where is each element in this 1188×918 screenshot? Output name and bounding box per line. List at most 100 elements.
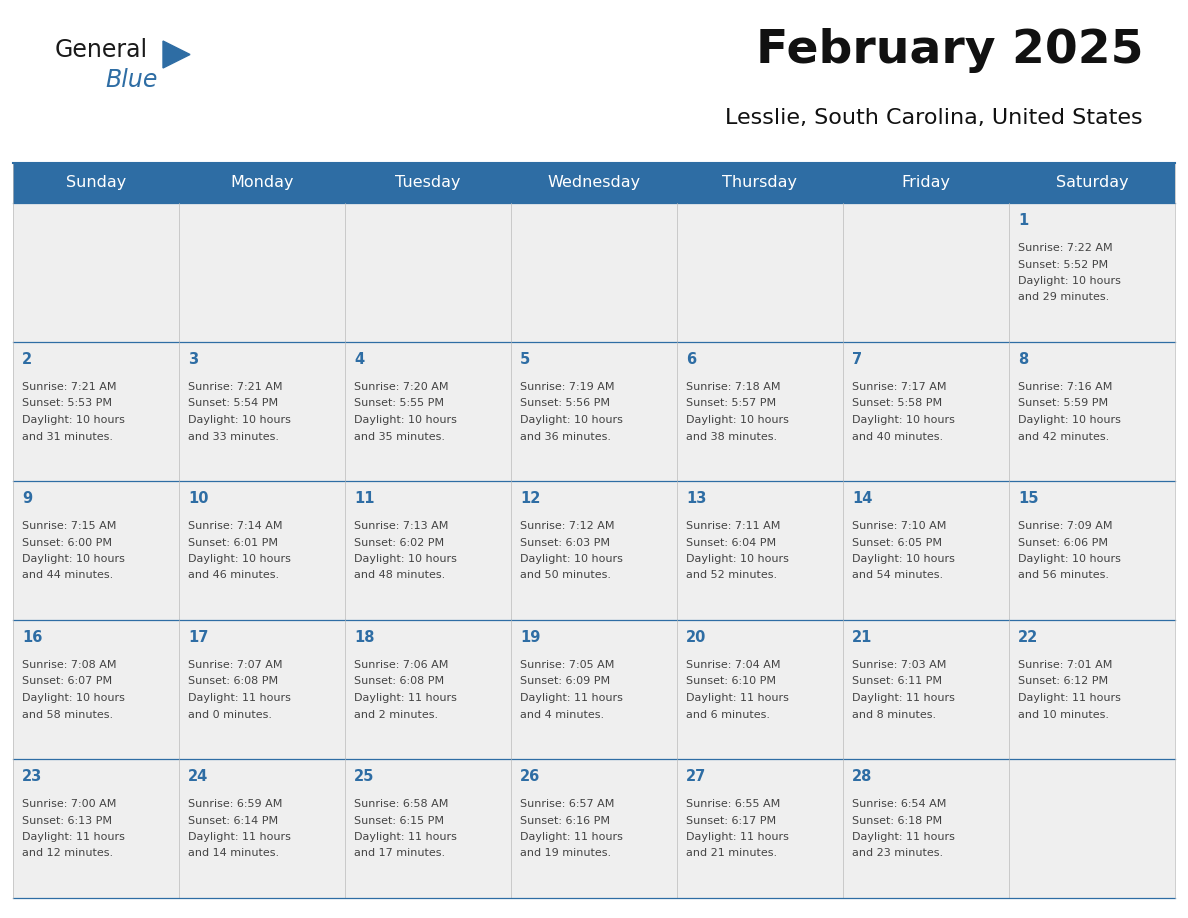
Text: Sunset: 5:52 PM: Sunset: 5:52 PM: [1018, 260, 1108, 270]
Text: 6: 6: [685, 352, 696, 367]
Text: Daylight: 11 hours: Daylight: 11 hours: [354, 832, 457, 842]
Text: 9: 9: [23, 491, 32, 506]
Text: 25: 25: [354, 769, 374, 784]
Text: 22: 22: [1018, 630, 1038, 645]
Text: Sunset: 5:55 PM: Sunset: 5:55 PM: [354, 398, 444, 409]
Bar: [677, 620, 843, 759]
Text: Wednesday: Wednesday: [548, 175, 640, 191]
Bar: [1009, 759, 1175, 898]
Text: 12: 12: [520, 491, 541, 506]
Text: Sunset: 6:00 PM: Sunset: 6:00 PM: [23, 538, 112, 547]
Text: 10: 10: [188, 491, 209, 506]
Text: Tuesday: Tuesday: [396, 175, 461, 191]
Bar: [1009, 620, 1175, 759]
Bar: [511, 203, 677, 342]
Text: and 12 minutes.: and 12 minutes.: [23, 848, 113, 858]
Text: February 2025: February 2025: [756, 28, 1143, 73]
Text: Sunset: 5:59 PM: Sunset: 5:59 PM: [1018, 398, 1108, 409]
Text: Sunset: 5:56 PM: Sunset: 5:56 PM: [520, 398, 609, 409]
Text: 23: 23: [23, 769, 43, 784]
Text: Lesslie, South Carolina, United States: Lesslie, South Carolina, United States: [726, 108, 1143, 128]
Bar: [677, 203, 843, 342]
Text: and 56 minutes.: and 56 minutes.: [1018, 570, 1110, 580]
Text: Sunrise: 6:59 AM: Sunrise: 6:59 AM: [188, 799, 283, 809]
Text: and 54 minutes.: and 54 minutes.: [852, 570, 943, 580]
Bar: [1009, 342, 1175, 481]
Text: Sunrise: 7:12 AM: Sunrise: 7:12 AM: [520, 521, 614, 531]
Text: 13: 13: [685, 491, 707, 506]
Text: Daylight: 11 hours: Daylight: 11 hours: [354, 693, 457, 703]
Bar: [511, 342, 677, 481]
Text: Daylight: 10 hours: Daylight: 10 hours: [852, 554, 955, 564]
Text: 21: 21: [852, 630, 872, 645]
Text: Daylight: 10 hours: Daylight: 10 hours: [1018, 554, 1120, 564]
Text: Sunrise: 7:15 AM: Sunrise: 7:15 AM: [23, 521, 116, 531]
Text: Daylight: 11 hours: Daylight: 11 hours: [685, 693, 789, 703]
Text: 28: 28: [852, 769, 872, 784]
Text: Sunset: 6:18 PM: Sunset: 6:18 PM: [852, 815, 942, 825]
Text: Sunset: 6:16 PM: Sunset: 6:16 PM: [520, 815, 609, 825]
Text: Sunset: 6:10 PM: Sunset: 6:10 PM: [685, 677, 776, 687]
Text: Sunrise: 7:05 AM: Sunrise: 7:05 AM: [520, 660, 614, 670]
Bar: [345, 481, 511, 620]
Text: 18: 18: [354, 630, 374, 645]
Text: 4: 4: [354, 352, 365, 367]
Text: Daylight: 10 hours: Daylight: 10 hours: [188, 554, 291, 564]
Text: Sunrise: 7:20 AM: Sunrise: 7:20 AM: [354, 382, 449, 392]
Text: 2: 2: [23, 352, 32, 367]
Bar: [345, 203, 511, 342]
Text: 7: 7: [852, 352, 862, 367]
Bar: [1009, 481, 1175, 620]
Text: Sunrise: 6:55 AM: Sunrise: 6:55 AM: [685, 799, 781, 809]
Text: Sunrise: 6:58 AM: Sunrise: 6:58 AM: [354, 799, 448, 809]
Bar: [843, 620, 1009, 759]
Text: Daylight: 10 hours: Daylight: 10 hours: [23, 554, 125, 564]
Text: Daylight: 11 hours: Daylight: 11 hours: [520, 832, 623, 842]
Text: Sunrise: 7:14 AM: Sunrise: 7:14 AM: [188, 521, 283, 531]
Text: 3: 3: [188, 352, 198, 367]
Text: and 21 minutes.: and 21 minutes.: [685, 848, 777, 858]
Bar: [843, 203, 1009, 342]
Text: 20: 20: [685, 630, 707, 645]
Text: Sunset: 6:15 PM: Sunset: 6:15 PM: [354, 815, 444, 825]
Text: and 33 minutes.: and 33 minutes.: [188, 431, 279, 442]
Text: Sunset: 6:06 PM: Sunset: 6:06 PM: [1018, 538, 1108, 547]
Bar: [843, 759, 1009, 898]
Text: Sunset: 6:08 PM: Sunset: 6:08 PM: [354, 677, 444, 687]
Text: Sunrise: 7:13 AM: Sunrise: 7:13 AM: [354, 521, 448, 531]
Text: Sunset: 6:07 PM: Sunset: 6:07 PM: [23, 677, 112, 687]
Text: Daylight: 11 hours: Daylight: 11 hours: [685, 832, 789, 842]
Text: Sunset: 6:03 PM: Sunset: 6:03 PM: [520, 538, 609, 547]
Text: and 46 minutes.: and 46 minutes.: [188, 570, 279, 580]
Bar: [13, 163, 1175, 203]
Text: and 17 minutes.: and 17 minutes.: [354, 848, 446, 858]
Text: Sunrise: 7:04 AM: Sunrise: 7:04 AM: [685, 660, 781, 670]
Text: Sunset: 6:05 PM: Sunset: 6:05 PM: [852, 538, 942, 547]
Text: Daylight: 10 hours: Daylight: 10 hours: [520, 415, 623, 425]
Bar: [843, 342, 1009, 481]
Bar: [179, 759, 345, 898]
Text: Sunset: 6:12 PM: Sunset: 6:12 PM: [1018, 677, 1108, 687]
Text: Sunrise: 7:18 AM: Sunrise: 7:18 AM: [685, 382, 781, 392]
Text: Daylight: 11 hours: Daylight: 11 hours: [1018, 693, 1120, 703]
Text: Sunrise: 7:21 AM: Sunrise: 7:21 AM: [23, 382, 116, 392]
Text: General: General: [55, 38, 148, 62]
Text: and 31 minutes.: and 31 minutes.: [23, 431, 113, 442]
Text: Daylight: 10 hours: Daylight: 10 hours: [354, 554, 457, 564]
Text: Sunrise: 7:19 AM: Sunrise: 7:19 AM: [520, 382, 614, 392]
Text: Sunday: Sunday: [65, 175, 126, 191]
Text: Sunrise: 7:11 AM: Sunrise: 7:11 AM: [685, 521, 781, 531]
Text: Sunset: 6:13 PM: Sunset: 6:13 PM: [23, 815, 112, 825]
Bar: [511, 759, 677, 898]
Bar: [179, 620, 345, 759]
Text: Sunrise: 7:17 AM: Sunrise: 7:17 AM: [852, 382, 947, 392]
Text: Daylight: 11 hours: Daylight: 11 hours: [188, 832, 291, 842]
Text: Sunrise: 7:09 AM: Sunrise: 7:09 AM: [1018, 521, 1112, 531]
Text: and 35 minutes.: and 35 minutes.: [354, 431, 446, 442]
Text: Sunset: 6:14 PM: Sunset: 6:14 PM: [188, 815, 278, 825]
Text: Saturday: Saturday: [1056, 175, 1129, 191]
Text: Daylight: 10 hours: Daylight: 10 hours: [23, 693, 125, 703]
Text: Sunset: 6:17 PM: Sunset: 6:17 PM: [685, 815, 776, 825]
Bar: [345, 759, 511, 898]
Text: Daylight: 11 hours: Daylight: 11 hours: [520, 693, 623, 703]
